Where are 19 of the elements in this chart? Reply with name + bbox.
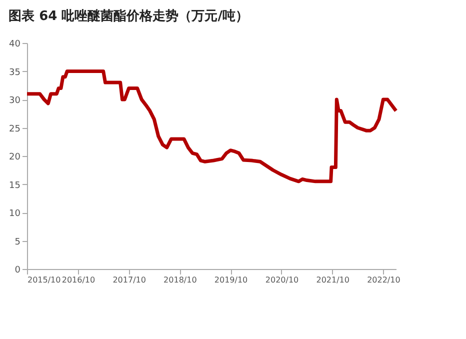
y-tick-label: 20 bbox=[9, 152, 21, 162]
x-tick-label: 2022/10 bbox=[367, 276, 400, 284]
y-tick-label: 25 bbox=[9, 124, 20, 134]
y-tick-label: 10 bbox=[9, 209, 21, 219]
x-tick-label: 2020/10 bbox=[265, 276, 299, 284]
x-tick-label: 2016/10 bbox=[62, 276, 96, 284]
x-tick-label: 2019/10 bbox=[214, 276, 248, 284]
y-tick-label: 15 bbox=[9, 180, 20, 191]
y-tick-label: 40 bbox=[9, 40, 21, 50]
x-tick-label: 2021/10 bbox=[316, 276, 350, 284]
x-tick-label: 2015/10 bbox=[28, 276, 61, 284]
y-tick-label: 5 bbox=[14, 237, 20, 248]
line-series bbox=[25, 70, 398, 184]
chart-title: 图表 64 吡唑醚菌酯价格走势（万元/吨） bbox=[8, 8, 248, 24]
y-tick-label: 0 bbox=[14, 266, 21, 276]
x-tick-label: 2018/10 bbox=[164, 276, 197, 284]
x-tick-label: 2017/10 bbox=[112, 276, 146, 284]
y-tick-label: 35 bbox=[9, 68, 20, 78]
y-tick-label: 30 bbox=[9, 96, 21, 106]
